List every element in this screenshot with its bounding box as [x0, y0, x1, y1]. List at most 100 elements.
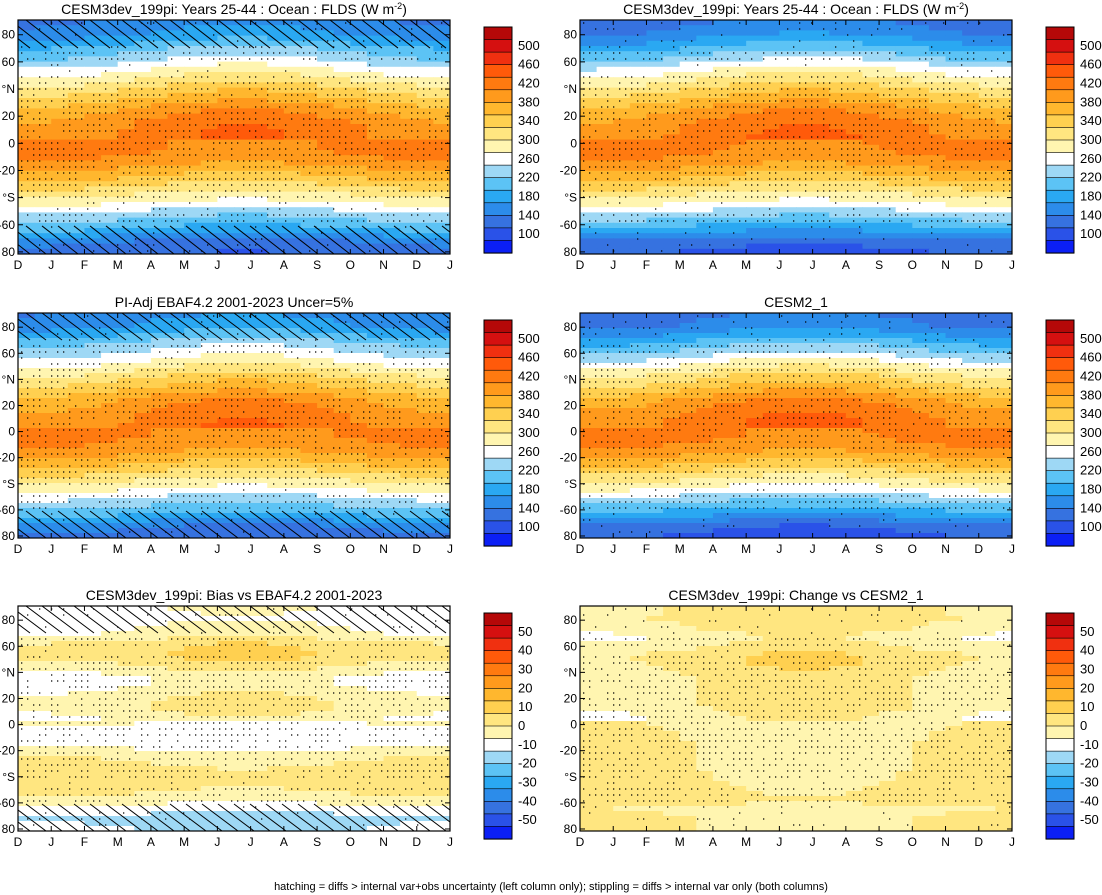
field-cell: [928, 518, 947, 524]
field-cell: [746, 25, 764, 31]
field-cell: [383, 503, 401, 509]
colorbar-label: 500: [518, 38, 540, 53]
field-cell: [978, 139, 996, 146]
field-cell: [995, 98, 1012, 104]
field-cell: [646, 129, 664, 135]
field-cell: [283, 428, 302, 434]
field-cell: [134, 25, 152, 31]
field-cell: [796, 358, 814, 364]
field-cell: [945, 398, 963, 404]
field-cell: [250, 478, 268, 484]
colorbar-swatch: [1045, 64, 1075, 78]
field-cell: [696, 338, 714, 344]
field-cell: [167, 129, 185, 135]
field-cell: [613, 393, 631, 399]
field-cell: [300, 222, 318, 229]
field-cell: [663, 51, 681, 57]
field-cell: [895, 108, 913, 115]
field-cell: [845, 463, 864, 469]
field-cell: [696, 518, 714, 524]
field-cell: [117, 196, 135, 203]
field-cell: [234, 118, 252, 125]
field-cell: [383, 483, 401, 489]
field-cell: [101, 338, 119, 344]
colorbar-label: 220: [518, 463, 540, 478]
field-cell: [762, 186, 780, 193]
field-cell: [184, 248, 202, 254]
field-cell: [613, 46, 631, 52]
field-cell: [34, 118, 52, 125]
field-cell: [416, 150, 434, 156]
field-cell: [34, 453, 52, 459]
field-cell: [200, 217, 218, 224]
field-cell: [67, 87, 86, 94]
field-cell: [400, 25, 418, 31]
field-cell: [34, 483, 52, 489]
field-cell: [646, 503, 664, 509]
field-cell: [350, 433, 368, 439]
field-cell: [663, 35, 681, 42]
field-cell: [283, 46, 302, 52]
field-cell: [779, 222, 797, 229]
field-cell: [300, 20, 318, 26]
field-cell: [51, 533, 69, 538]
field-cell: [580, 150, 598, 156]
field-cell: [895, 243, 913, 250]
field-cell: [879, 443, 897, 449]
field-cell: [580, 228, 598, 234]
field-cell: [729, 113, 747, 120]
field-cell: [167, 77, 185, 83]
field-cell: [829, 202, 847, 208]
field-cell: [217, 473, 235, 479]
field-cell: [978, 383, 996, 389]
field-cell: [962, 323, 980, 329]
field-cell: [333, 113, 351, 120]
field-cell: [117, 493, 135, 499]
field-cell: [333, 423, 351, 429]
field-cell: [383, 378, 401, 384]
field-cell: [67, 124, 86, 130]
field-cell: [879, 453, 897, 459]
field-cell: [34, 458, 52, 464]
field-cell: [283, 87, 302, 94]
field-cell: [696, 72, 714, 78]
field-cell: [400, 51, 418, 57]
field-cell: [317, 428, 335, 434]
field-cell: [613, 222, 631, 229]
field-cell: [184, 51, 202, 57]
field-cell: [234, 473, 252, 479]
field-cell: [712, 61, 731, 68]
field-cell: [300, 72, 318, 78]
field-cell: [995, 144, 1012, 151]
field-cell: [300, 448, 318, 454]
field-cell: [712, 373, 731, 379]
field-cell: [646, 222, 664, 229]
field-cell: [34, 150, 52, 156]
field-cell: [779, 398, 797, 404]
field-cell: [862, 233, 880, 239]
field-cell: [796, 333, 814, 339]
field-cell: [712, 468, 731, 474]
field-cell: [779, 87, 797, 94]
field-cell: [200, 458, 218, 464]
field-cell: [101, 328, 119, 334]
field-cell: [333, 207, 351, 213]
colorbar-label: 100: [518, 519, 540, 534]
field-cell: [134, 98, 152, 104]
field-cell: [862, 413, 880, 419]
field-cell: [117, 170, 135, 177]
field-cell: [679, 328, 697, 334]
field-cell: [945, 233, 963, 239]
field-cell: [945, 170, 963, 177]
x-tick-label: A: [147, 258, 155, 272]
field-cell: [845, 98, 864, 104]
field-cell: [779, 503, 797, 509]
field-cell: [729, 423, 747, 429]
field-cell: [101, 438, 119, 444]
field-cell: [978, 238, 996, 245]
field-cell: [317, 348, 335, 354]
field-cell: [995, 103, 1012, 109]
field-cell: [34, 493, 52, 499]
field-cell: [84, 233, 102, 239]
field-cell: [283, 35, 302, 42]
